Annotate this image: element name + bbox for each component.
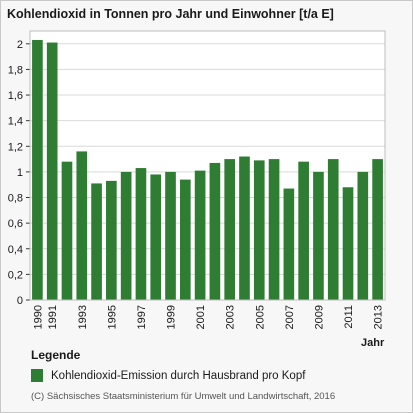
y-tick-label: 1,2	[8, 141, 23, 153]
chart-title: Kohlendioxid in Tonnen pro Jahr und Einw…	[7, 7, 334, 21]
bar-1991	[46, 42, 58, 301]
y-tick-label: 1	[17, 167, 23, 179]
y-tick-label: 2	[17, 39, 23, 51]
y-tick-label: 0,2	[8, 269, 23, 281]
x-tick-label: 2013	[373, 305, 385, 329]
bar-2012	[357, 171, 369, 300]
x-tick-label: 1995	[106, 305, 118, 329]
bar-1995	[106, 180, 117, 300]
axes	[29, 30, 386, 301]
bar-2005	[253, 160, 265, 300]
bar-1998	[150, 174, 162, 300]
bar-2008	[298, 161, 309, 300]
x-tick-label: 2001	[195, 305, 207, 329]
bar-1997	[135, 168, 147, 300]
bar-1999	[165, 171, 176, 300]
x-tick-label: 1999	[166, 305, 178, 329]
bar-2011	[342, 187, 354, 300]
x-tick-label: 2007	[284, 305, 296, 329]
bar-2001	[194, 170, 206, 300]
copyright-text: (C) Sächsisches Staatsministerium für Um…	[31, 391, 336, 402]
y-tick-label: 1,6	[8, 90, 23, 102]
y-tick-label: 1,4	[8, 116, 23, 128]
legend-label: Kohlendioxid-Emission durch Hausbrand pr…	[51, 370, 306, 382]
x-tick-label: 2009	[313, 305, 325, 329]
bar-2009	[313, 171, 324, 300]
bar-1993	[76, 151, 88, 300]
x-tick-label: 1997	[136, 305, 148, 329]
x-axis-label: Jahr	[361, 337, 385, 349]
bar-2013	[372, 159, 383, 300]
bar-2000	[179, 179, 191, 300]
legend-title: Legende	[31, 348, 81, 362]
grid-lines	[26, 31, 385, 301]
y-tick-label: 0,8	[8, 193, 23, 205]
bar-1990	[32, 39, 43, 300]
x-tick-label: 2011	[343, 305, 355, 329]
plot-border	[29, 30, 386, 301]
y-tick-label: 0	[17, 295, 23, 307]
bar-2006	[268, 159, 280, 300]
x-tick-label: 1993	[77, 305, 89, 329]
bar-1996	[120, 171, 132, 300]
y-tick-labels: 0 0,2 0,4 0,6 0,8 1 1,2 1,4 1,6 1,8 2	[8, 39, 23, 307]
y-tick-label: 1,8	[8, 64, 23, 76]
bar-1994	[91, 183, 102, 300]
bar-2002	[209, 162, 221, 300]
bar-2007	[283, 188, 295, 300]
x-tick-label: 2005	[254, 305, 266, 329]
plot-background	[30, 31, 385, 300]
y-tick-label: 0,6	[8, 218, 23, 230]
bars	[32, 39, 383, 301]
bar-2004	[239, 156, 250, 300]
bar-2010	[327, 159, 339, 300]
bar-1992	[61, 161, 73, 300]
x-tick-label: 2003	[225, 305, 237, 329]
bar-2003	[224, 159, 236, 300]
x-tick-labels: 1990 1991 1993 1995 1997 1999 2001 2003 2005 2007…	[32, 305, 384, 329]
y-tick-label: 0,4	[8, 244, 23, 256]
x-tick-label: 1990	[32, 305, 44, 329]
legend-swatch	[31, 369, 43, 382]
x-tick-label: 1991	[47, 305, 59, 329]
